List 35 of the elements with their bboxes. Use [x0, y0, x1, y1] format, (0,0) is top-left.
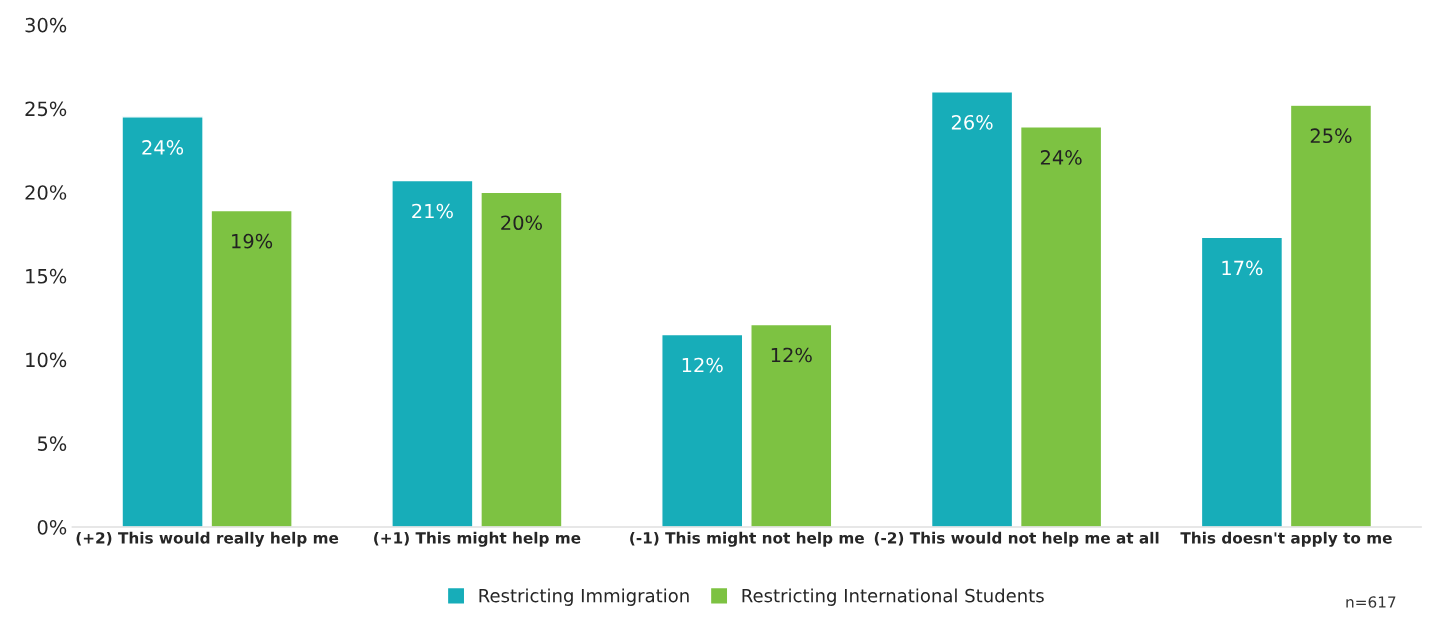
data-label: 12%	[682, 357, 723, 373]
bar	[1019, 126, 1103, 527]
bar	[750, 323, 833, 527]
data-label: 25%	[1310, 128, 1352, 144]
legend-label: Restricting International Students	[742, 588, 1044, 606]
legend-label: Restricting Immigration	[479, 588, 689, 606]
data-label: 26%	[951, 114, 993, 130]
bar	[480, 191, 563, 527]
bar	[1200, 236, 1284, 527]
y-tick-label: 20%	[25, 185, 67, 200]
bar	[121, 116, 204, 527]
data-label: 12%	[771, 347, 812, 363]
bar	[661, 333, 744, 527]
bar	[210, 209, 293, 527]
x-tick-label: (+1) This might help me	[374, 531, 581, 547]
bar	[930, 91, 1014, 527]
x-tick-label: (+2) This would really help me	[76, 531, 339, 547]
bar	[1289, 104, 1373, 527]
data-label: 20%	[501, 215, 542, 231]
text: n=617	[1346, 596, 1396, 608]
y-tick-label: 10%	[26, 352, 67, 368]
y-tick-label: 0%	[37, 519, 67, 535]
x-tick-label: (-1) This might not help me	[630, 531, 864, 547]
y-tick-label: 15%	[26, 268, 67, 284]
x-tick-label: (-2) This would not help me at all	[874, 531, 1159, 547]
data-label: 24%	[1040, 150, 1082, 165]
data-label: 24%	[142, 140, 184, 155]
y-tick-label: 25%	[25, 101, 67, 117]
data-label: 17%	[1222, 260, 1263, 276]
y-tick-label: 5%	[37, 436, 67, 451]
x-tick-label: This doesn't apply to me	[1180, 531, 1392, 547]
data-label: 19%	[232, 233, 273, 249]
y-tick-label: 30%	[25, 17, 67, 33]
bar	[391, 179, 474, 527]
data-label: 21%	[412, 203, 453, 219]
